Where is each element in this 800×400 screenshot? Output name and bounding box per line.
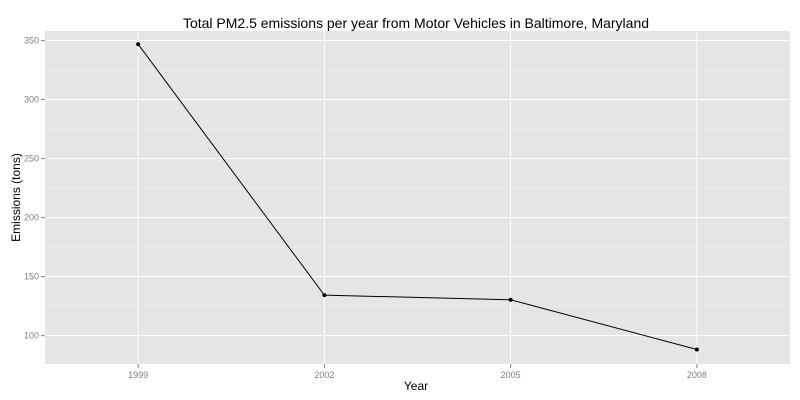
series-layer	[136, 42, 699, 352]
data-point	[136, 42, 141, 47]
chart-title: Total PM2.5 emissions per year from Moto…	[183, 15, 649, 31]
major-gridlines	[45, 31, 790, 364]
y-tick-label: 250	[24, 154, 39, 164]
x-tick-label: 1999	[128, 370, 148, 380]
x-axis-title: Year	[404, 379, 428, 393]
y-tick-label: 150	[24, 272, 39, 282]
y-axis-title: Emissions (tons)	[9, 153, 23, 242]
data-point	[694, 347, 699, 352]
y-tick-label: 350	[24, 35, 39, 45]
data-point	[322, 293, 327, 298]
y-tick-label: 100	[24, 331, 39, 341]
x-tick-label: 2008	[687, 370, 707, 380]
y-axis-ticks: 100 150 200 250 300 350	[24, 35, 45, 341]
plot-panel	[45, 31, 790, 364]
data-point	[508, 297, 513, 302]
y-tick-label: 300	[24, 94, 39, 104]
y-tick-label: 200	[24, 213, 39, 223]
x-tick-label: 2002	[314, 370, 334, 380]
x-axis-ticks: 1999 2002 2005 2008	[128, 364, 707, 380]
minor-gridlines	[45, 69, 790, 307]
series-line	[137, 43, 698, 350]
x-tick-label: 2005	[501, 370, 521, 380]
